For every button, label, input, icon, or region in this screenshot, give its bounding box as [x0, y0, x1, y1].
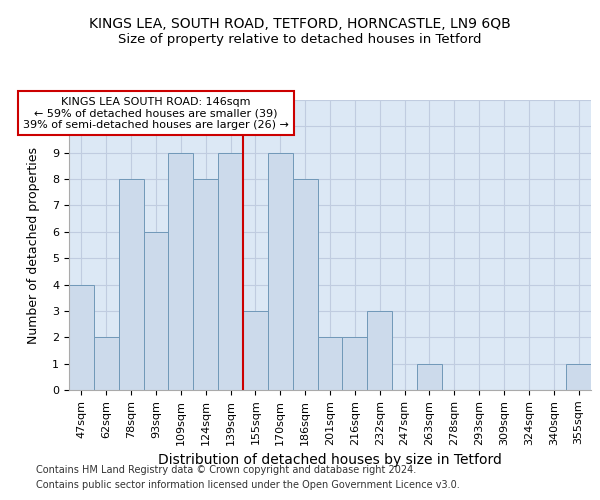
Bar	[193, 179, 218, 390]
Bar	[143, 232, 169, 390]
Text: Contains HM Land Registry data © Crown copyright and database right 2024.: Contains HM Land Registry data © Crown c…	[36, 465, 416, 475]
Bar	[169, 152, 193, 390]
Bar	[119, 179, 143, 390]
Text: KINGS LEA, SOUTH ROAD, TETFORD, HORNCASTLE, LN9 6QB: KINGS LEA, SOUTH ROAD, TETFORD, HORNCAST…	[89, 18, 511, 32]
Text: Contains public sector information licensed under the Open Government Licence v3: Contains public sector information licen…	[36, 480, 460, 490]
Bar	[94, 338, 119, 390]
Bar	[343, 338, 367, 390]
Bar	[367, 311, 392, 390]
Text: Size of property relative to detached houses in Tetford: Size of property relative to detached ho…	[118, 32, 482, 46]
Bar	[317, 338, 343, 390]
Y-axis label: Number of detached properties: Number of detached properties	[27, 146, 40, 344]
Bar	[218, 152, 243, 390]
Bar	[293, 179, 317, 390]
Bar	[69, 284, 94, 390]
Bar	[417, 364, 442, 390]
Text: KINGS LEA SOUTH ROAD: 146sqm
← 59% of detached houses are smaller (39)
39% of se: KINGS LEA SOUTH ROAD: 146sqm ← 59% of de…	[23, 96, 289, 130]
Bar	[243, 311, 268, 390]
Bar	[566, 364, 591, 390]
X-axis label: Distribution of detached houses by size in Tetford: Distribution of detached houses by size …	[158, 453, 502, 467]
Bar	[268, 152, 293, 390]
